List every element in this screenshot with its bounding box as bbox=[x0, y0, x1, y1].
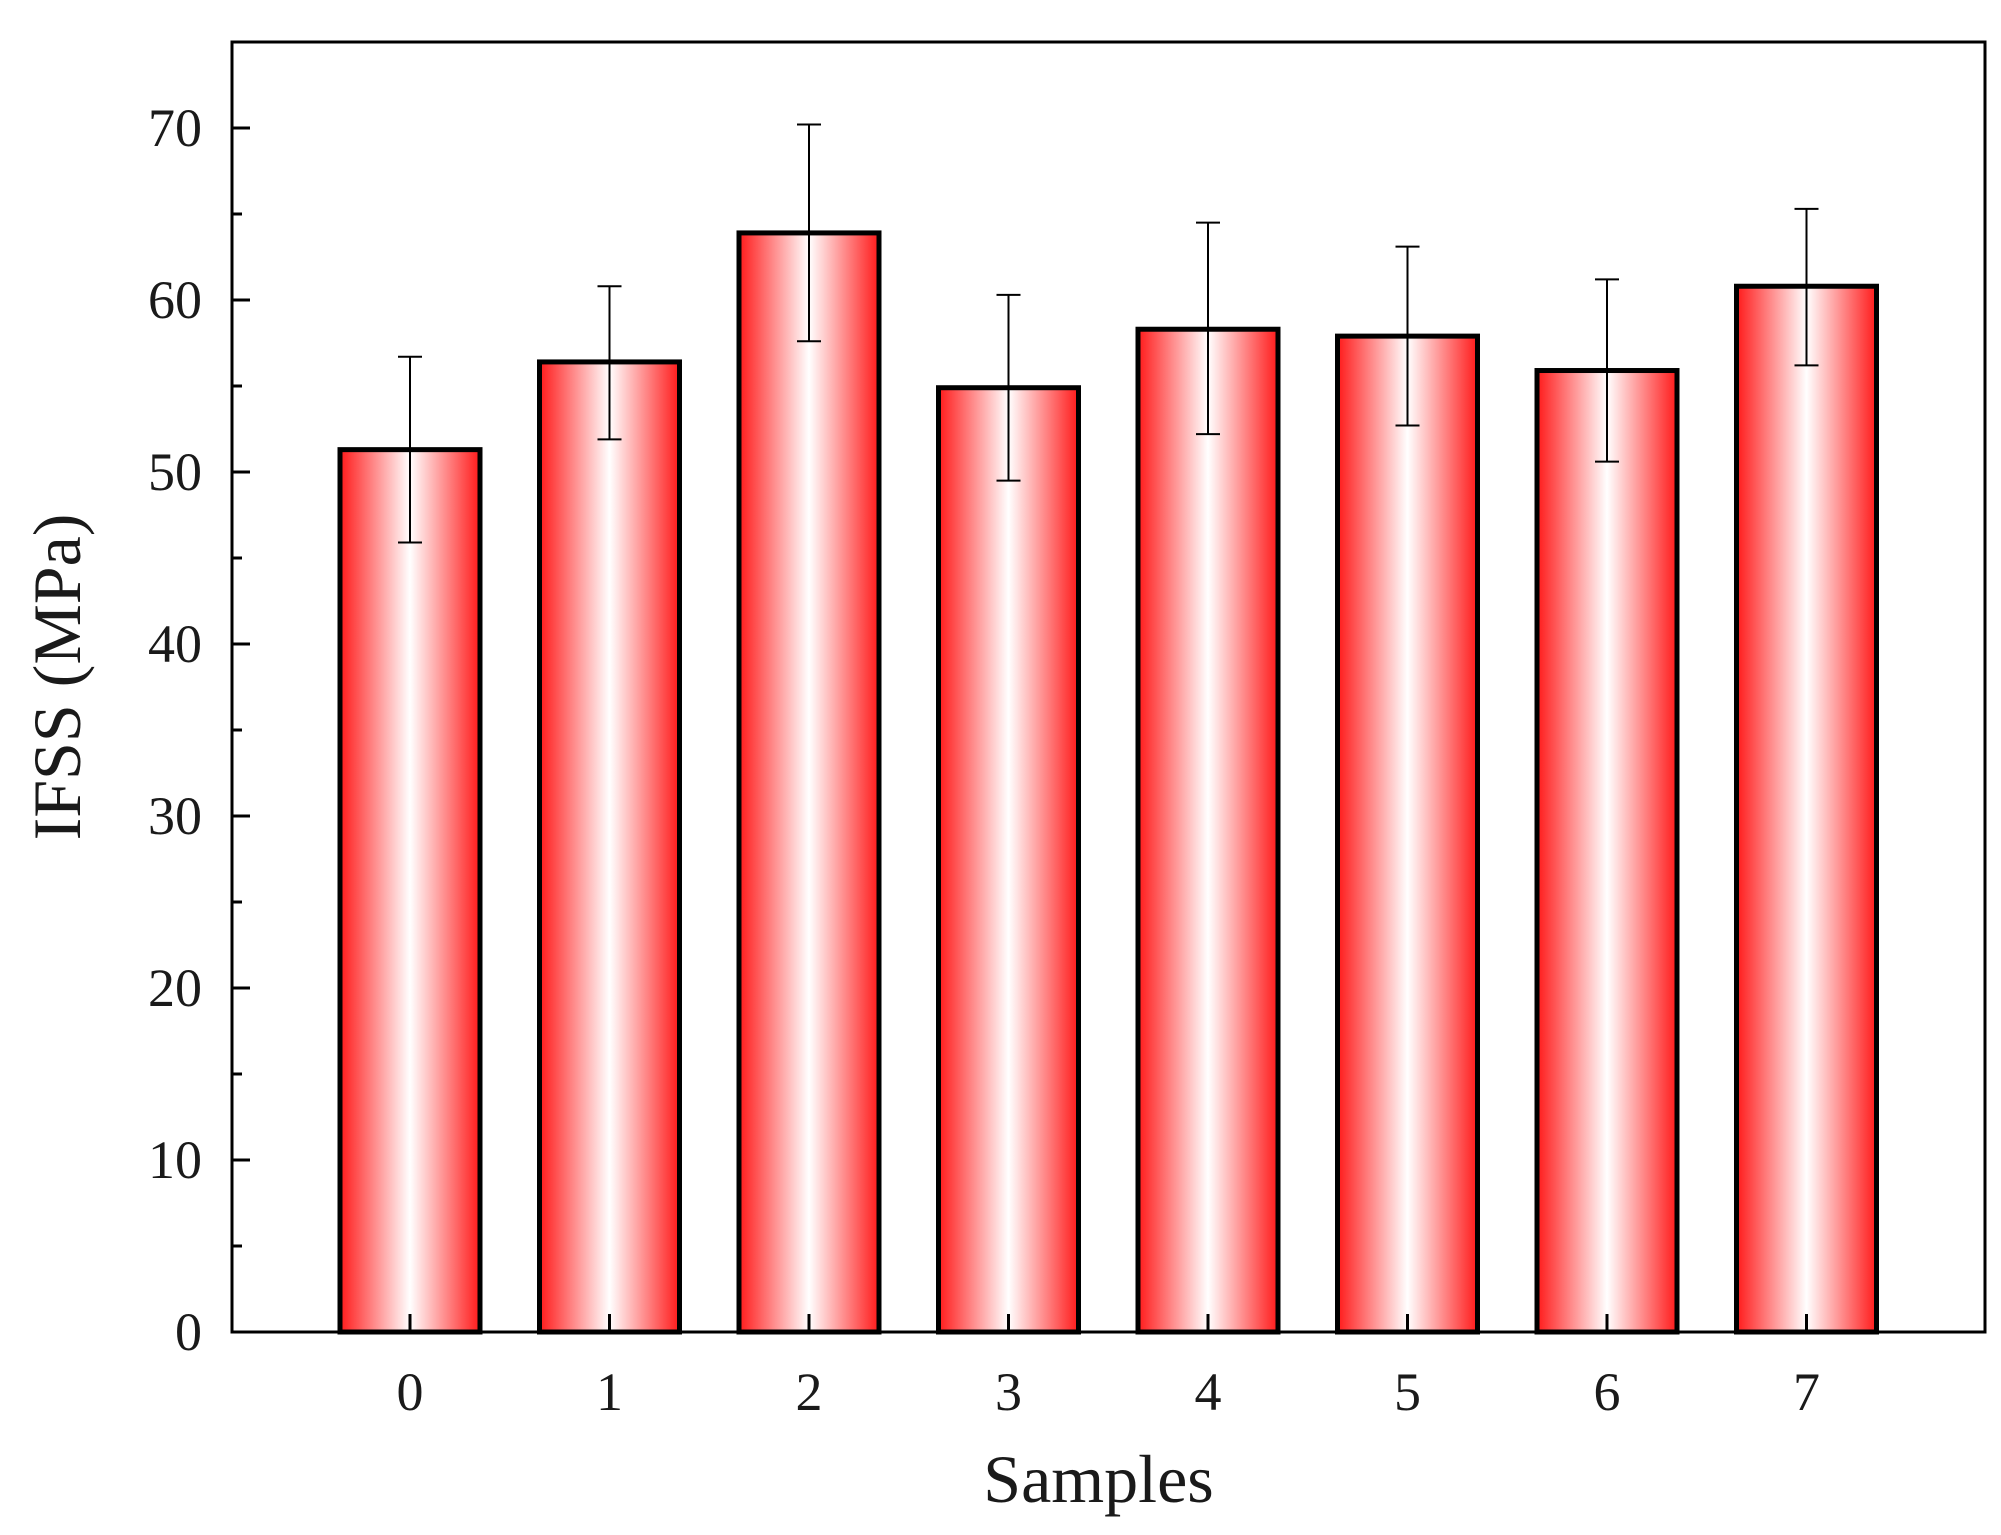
bar-sample-6 bbox=[1534, 368, 1680, 1335]
error-bar-sample-2 bbox=[797, 123, 821, 343]
bar-sample-7 bbox=[1734, 283, 1879, 1335]
y-tick-label: 40 bbox=[148, 614, 202, 674]
error-bar-sample-6 bbox=[1595, 278, 1619, 463]
y-axis-ticks: 0 10 20 30 40 50 60 70 bbox=[148, 98, 250, 1362]
y-tick-label: 70 bbox=[148, 98, 202, 158]
x-tick-label: 7 bbox=[1793, 1362, 1820, 1422]
x-tick-label: 4 bbox=[1195, 1362, 1222, 1422]
bar-sample-0 bbox=[337, 447, 483, 1335]
bar-sample-3 bbox=[936, 385, 1081, 1335]
bar-sample-1 bbox=[537, 359, 682, 1335]
bar-sample-2 bbox=[736, 230, 882, 1335]
y-tick-label: 50 bbox=[148, 442, 202, 502]
error-bar-sample-4 bbox=[1196, 221, 1220, 436]
x-tick-label: 6 bbox=[1594, 1362, 1621, 1422]
y-axis-title: IFSS (MPa) bbox=[19, 514, 95, 841]
bar-sample-4 bbox=[1135, 326, 1281, 1335]
error-bar-sample-0 bbox=[398, 355, 422, 544]
x-tick-label: 3 bbox=[995, 1362, 1022, 1422]
bars-group bbox=[337, 230, 1879, 1335]
error-bar-sample-1 bbox=[597, 285, 622, 441]
y-tick-label: 20 bbox=[148, 958, 202, 1018]
x-tick-label: 1 bbox=[596, 1362, 623, 1422]
plot-frame bbox=[230, 40, 1987, 1334]
x-axis-ticks: 0 1 2 3 4 5 6 7 bbox=[397, 1314, 1820, 1422]
error-bar-sample-5 bbox=[1395, 245, 1420, 427]
y-tick-label: 10 bbox=[148, 1130, 202, 1190]
y-tick-label: 60 bbox=[148, 270, 202, 330]
error-bars-group bbox=[398, 123, 1819, 544]
y-tick-label: 0 bbox=[175, 1302, 202, 1362]
x-axis-title: Samples bbox=[983, 1441, 1213, 1517]
x-tick-label: 5 bbox=[1394, 1362, 1421, 1422]
x-tick-label: 2 bbox=[796, 1362, 823, 1422]
y-tick-label: 30 bbox=[148, 786, 202, 846]
error-bar-sample-7 bbox=[1794, 207, 1819, 367]
bar-sample-5 bbox=[1335, 333, 1480, 1335]
error-bar-sample-3 bbox=[996, 293, 1021, 482]
x-tick-label: 0 bbox=[397, 1362, 424, 1422]
